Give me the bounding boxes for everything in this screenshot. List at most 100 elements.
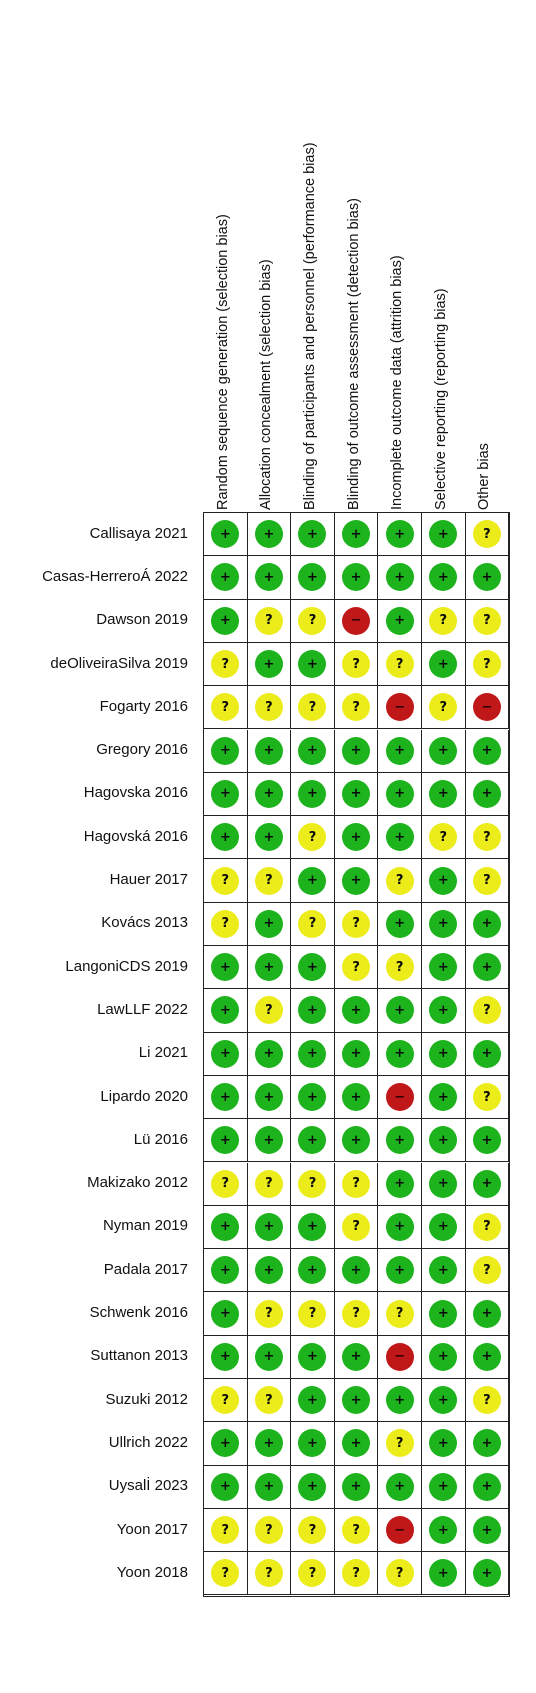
rating-cell: + (422, 642, 466, 687)
risk-low-icon: + (385, 606, 414, 635)
rating-cell: ? (204, 1508, 248, 1553)
rating-cell: + (465, 902, 510, 946)
rating-cell: ? (334, 1508, 379, 1553)
study-label: LangoniCDS 2019 (65, 957, 188, 975)
rating-cell: + (204, 729, 248, 773)
risk-low-icon: + (429, 563, 458, 592)
domain-header-label: Incomplete outcome data (attrition bias) (389, 255, 406, 510)
study-label: Hauer 2017 (109, 871, 188, 889)
risk-high-icon: − (385, 1083, 414, 1112)
study-label: Suzuki 2012 (105, 1390, 188, 1408)
rating-cell: + (204, 772, 248, 817)
risk-unclear-icon: ? (211, 1559, 240, 1588)
risk-unclear-icon: ? (298, 606, 327, 635)
risk-low-icon: + (211, 823, 240, 852)
rating-cell: ? (204, 686, 248, 730)
rating-cell: − (465, 686, 510, 730)
rating-cell: + (247, 1119, 292, 1163)
risk-low-icon: + (429, 1386, 458, 1415)
risk-unclear-icon: ? (298, 909, 327, 938)
risk-low-icon: + (472, 1342, 501, 1371)
risk-low-icon: + (254, 1429, 283, 1458)
rating-cell: + (422, 1335, 466, 1379)
risk-low-icon: + (211, 1083, 240, 1112)
risk-low-icon: + (472, 1169, 501, 1198)
rating-cell: + (378, 1162, 422, 1206)
rating-cell: + (247, 946, 292, 990)
rating-cell: + (334, 1335, 379, 1379)
risk-low-icon: + (429, 779, 458, 808)
risk-low-icon: + (385, 563, 414, 592)
risk-low-icon: + (429, 520, 458, 549)
risk-low-icon: + (385, 1126, 414, 1155)
rating-cell: + (291, 1249, 335, 1293)
risk-low-icon: + (429, 1256, 458, 1285)
rating-cell: + (465, 772, 510, 817)
risk-of-bias-grid: + + + + + +? + + + + + + + +?? − +??? + +?? +????? −? − + + + + +… (203, 512, 511, 1597)
rating-cell: ? (291, 686, 335, 730)
rating-cell: ? (247, 599, 292, 643)
domain-header-label: Other bias (476, 443, 493, 510)
rating-cell: ? (334, 1205, 379, 1250)
risk-unclear-icon: ? (472, 650, 501, 679)
risk-unclear-icon: ? (342, 1516, 371, 1545)
rating-cell: + (291, 729, 335, 773)
rating-cell: + (334, 1119, 379, 1163)
risk-low-icon: + (342, 1386, 371, 1415)
risk-low-icon: + (342, 996, 371, 1025)
risk-unclear-icon: ? (211, 909, 240, 938)
rating-cell: + (247, 902, 292, 946)
rating-cell: ? (465, 513, 510, 557)
rating-cell: + (247, 1032, 292, 1076)
risk-low-icon: + (385, 1212, 414, 1241)
rating-cell: + (465, 729, 510, 773)
rating-cell: + (334, 816, 379, 860)
rating-cell: + (204, 946, 248, 990)
rating-cell: + (204, 1205, 248, 1250)
risk-low-icon: + (298, 866, 327, 895)
rating-cell: + (422, 989, 466, 1033)
risk-low-icon: + (385, 1256, 414, 1285)
risk-low-icon: + (342, 1126, 371, 1155)
study-label: Fogarty 2016 (99, 697, 188, 715)
rating-cell: + (422, 1465, 466, 1509)
risk-low-icon: + (254, 520, 283, 549)
rating-cell: ? (291, 1162, 335, 1206)
rating-cell: ? (247, 859, 292, 903)
risk-low-icon: + (211, 953, 240, 982)
risk-low-icon: + (211, 1299, 240, 1328)
rating-cell: + (334, 1075, 379, 1120)
risk-high-icon: − (472, 693, 501, 722)
risk-low-icon: + (211, 1429, 240, 1458)
risk-low-icon: + (342, 1429, 371, 1458)
rating-cell: + (204, 1032, 248, 1076)
rating-cell: ? (204, 1552, 248, 1596)
rating-cell: + (422, 1249, 466, 1293)
rating-cell: + (465, 1465, 510, 1509)
rating-cell: ? (378, 1552, 422, 1596)
study-label: Hagovska 2016 (83, 784, 188, 802)
rating-cell: + (247, 642, 292, 687)
rating-cell: + (378, 1119, 422, 1163)
rating-cell: ? (422, 599, 466, 643)
rating-cell: ? (204, 902, 248, 946)
rating-cell: + (291, 772, 335, 817)
risk-low-icon: + (342, 1039, 371, 1068)
domain-header: Blinding of outcome assessment (detectio… (346, 0, 366, 512)
rating-cell: + (378, 989, 422, 1033)
rating-cell: ? (465, 1379, 510, 1423)
rating-cell: + (291, 859, 335, 903)
risk-low-icon: + (342, 866, 371, 895)
risk-unclear-icon: ? (472, 996, 501, 1025)
risk-unclear-icon: ? (298, 1559, 327, 1588)
risk-low-icon: + (385, 1039, 414, 1068)
risk-unclear-icon: ? (211, 650, 240, 679)
rating-cell: + (204, 816, 248, 860)
rating-cell: + (334, 1249, 379, 1293)
risk-low-icon: + (254, 823, 283, 852)
risk-low-icon: + (298, 996, 327, 1025)
rating-cell: + (291, 1032, 335, 1076)
rating-cell: + (422, 1552, 466, 1596)
risk-low-icon: + (211, 1342, 240, 1371)
rating-cell: + (422, 946, 466, 990)
